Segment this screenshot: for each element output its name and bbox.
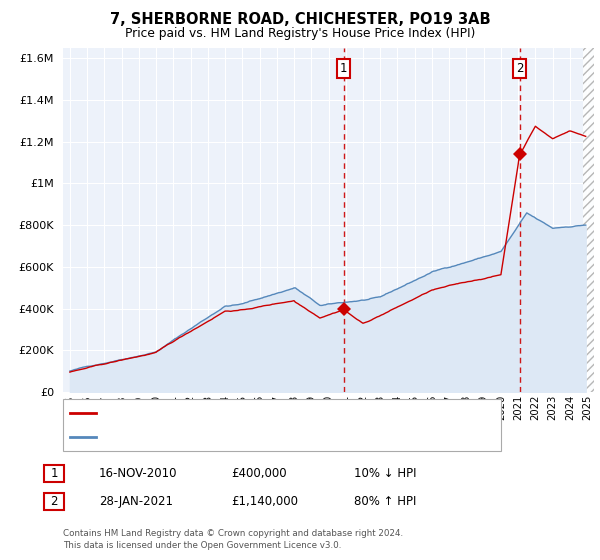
Text: 7, SHERBORNE ROAD, CHICHESTER, PO19 3AB (detached house): 7, SHERBORNE ROAD, CHICHESTER, PO19 3AB … [100,408,455,418]
Text: 80% ↑ HPI: 80% ↑ HPI [354,494,416,508]
Text: 28-JAN-2021: 28-JAN-2021 [99,494,173,508]
Text: 1: 1 [50,466,58,480]
Text: 2: 2 [516,62,523,75]
Text: HPI: Average price, detached house, Chichester: HPI: Average price, detached house, Chic… [100,432,361,442]
Text: 2: 2 [50,494,58,508]
Text: Contains HM Land Registry data © Crown copyright and database right 2024.
This d: Contains HM Land Registry data © Crown c… [63,529,403,550]
Text: 10% ↓ HPI: 10% ↓ HPI [354,466,416,480]
Text: 16-NOV-2010: 16-NOV-2010 [99,466,178,480]
Text: £1,140,000: £1,140,000 [231,494,298,508]
Text: 7, SHERBORNE ROAD, CHICHESTER, PO19 3AB: 7, SHERBORNE ROAD, CHICHESTER, PO19 3AB [110,12,490,27]
Text: Price paid vs. HM Land Registry's House Price Index (HPI): Price paid vs. HM Land Registry's House … [125,27,475,40]
Bar [583,48,594,392]
Text: £400,000: £400,000 [231,466,287,480]
Text: 1: 1 [340,62,347,75]
